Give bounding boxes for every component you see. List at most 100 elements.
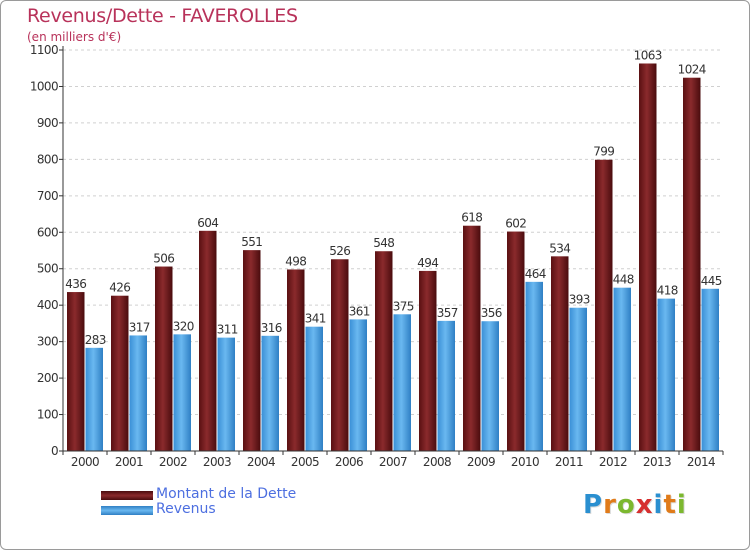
chart-title: Revenus/Dette - FAVEROLLES: [27, 5, 298, 27]
data-label-revenue: 320: [173, 319, 194, 333]
x-tick-label: 2007: [379, 455, 407, 469]
data-label-debt: 1063: [634, 48, 662, 62]
data-label-debt: 551: [241, 235, 262, 249]
x-tick-label: 2000: [71, 455, 99, 469]
bar-revenue: [85, 347, 103, 451]
data-label-revenue: 341: [305, 312, 326, 326]
legend-label-revenue: Revenus: [156, 501, 216, 517]
y-tick-label: 500: [37, 262, 58, 276]
grid-lines: [63, 49, 723, 452]
bar-debt: [375, 251, 393, 451]
logo-letter: o: [616, 490, 636, 520]
bar-debt: [507, 231, 525, 451]
data-label-revenue: 418: [657, 284, 678, 298]
x-axis-ticks: 2000 2001 2002 2003 2004 2005 2006 2007 2008 2009…: [62, 451, 724, 469]
bar-revenue: [217, 337, 235, 451]
logo-letter: x: [635, 490, 654, 520]
bar-debt: [683, 77, 701, 452]
data-label-debt: 1024: [678, 63, 706, 77]
x-tick-label: 2002: [159, 455, 187, 469]
bar-revenue: [261, 335, 279, 451]
proxiti-logo: Proxiti: [583, 490, 687, 520]
bar-revenue: [349, 319, 367, 451]
logo-letter: t: [663, 490, 677, 520]
y-tick-label: 0: [51, 444, 58, 458]
data-label-revenue: 393: [569, 293, 590, 307]
data-label-revenue: 448: [613, 273, 634, 287]
data-label-debt: 494: [417, 256, 438, 270]
y-axis-ticks: 0 100 200 300 400 500 600 700 800 900 1000 1100: [30, 43, 63, 458]
data-label-debt: 548: [373, 236, 394, 250]
data-label-debt: 436: [65, 277, 86, 291]
bar-debt: [463, 225, 481, 451]
bar-revenue: [437, 320, 455, 451]
legend-label-debt: Montant de la Dette: [156, 486, 297, 502]
logo-letter: r: [603, 490, 617, 520]
bar-debt: [419, 270, 437, 451]
x-tick-label: 2009: [467, 455, 495, 469]
x-tick-label: 2010: [511, 455, 539, 469]
bar-revenue: [701, 288, 719, 451]
bar-revenue: [481, 321, 499, 451]
data-label-debt: 506: [153, 252, 174, 266]
data-label-debt: 618: [461, 211, 482, 225]
bar-debt: [199, 230, 217, 451]
bar-debt: [331, 259, 349, 451]
y-tick-label: 400: [37, 298, 58, 312]
bar-revenue: [657, 298, 675, 451]
logo-letter: P: [583, 490, 604, 520]
x-tick-label: 2004: [247, 455, 275, 469]
x-tick-label: 2006: [335, 455, 363, 469]
data-label-debt: 526: [329, 244, 350, 258]
data-label-revenue: 316: [261, 321, 282, 335]
data-label-revenue: 375: [393, 299, 414, 313]
data-label-revenue: 283: [85, 333, 106, 347]
bar-debt: [551, 256, 569, 451]
bar-debt: [639, 63, 657, 451]
data-labels: 436 283 426 317 506 320 604 311 551 316 498 341 526 3…: [65, 48, 722, 346]
data-label-debt: 799: [593, 145, 614, 159]
data-label-revenue: 317: [129, 320, 150, 334]
x-tick-label: 2012: [599, 455, 627, 469]
bar-debt: [111, 295, 129, 451]
x-tick-label: 2013: [643, 455, 671, 469]
data-label-revenue: 311: [217, 323, 238, 337]
y-tick-label: 100: [37, 408, 58, 422]
data-label-debt: 426: [109, 281, 130, 295]
bar-debt: [155, 266, 173, 451]
x-tick-label: 2001: [115, 455, 143, 469]
data-label-revenue: 356: [481, 306, 502, 320]
data-label-revenue: 361: [349, 304, 370, 318]
y-tick-label: 800: [37, 152, 58, 166]
data-label-debt: 498: [285, 254, 306, 268]
bar-debt: [595, 159, 613, 451]
bar-debt: [287, 269, 305, 451]
data-label-revenue: 445: [701, 274, 722, 288]
bar-debt: [67, 292, 85, 451]
data-label-debt: 602: [505, 217, 526, 231]
legend-swatch-debt: [101, 491, 153, 500]
bar-revenue: [305, 326, 323, 451]
x-tick-label: 2005: [291, 455, 319, 469]
x-tick-label: 2011: [555, 455, 583, 469]
legend-swatch-revenue: [101, 506, 153, 515]
bar-revenue: [613, 287, 631, 451]
logo-letter: i: [676, 490, 687, 520]
logo-letter: i: [653, 490, 664, 520]
bars: [67, 63, 719, 452]
y-tick-label: 1100: [30, 43, 58, 57]
chart-subtitle: (en milliers d'€): [27, 30, 122, 44]
y-tick-label: 200: [37, 371, 58, 385]
data-label-revenue: 357: [437, 306, 458, 320]
x-tick-label: 2014: [687, 455, 715, 469]
data-label-debt: 534: [549, 241, 570, 255]
axes: [62, 46, 723, 452]
bar-revenue: [129, 335, 147, 451]
x-tick-label: 2003: [203, 455, 231, 469]
y-tick-label: 900: [37, 116, 58, 130]
x-tick-label: 2008: [423, 455, 451, 469]
y-tick-label: 300: [37, 335, 58, 349]
data-label-revenue: 464: [525, 267, 546, 281]
